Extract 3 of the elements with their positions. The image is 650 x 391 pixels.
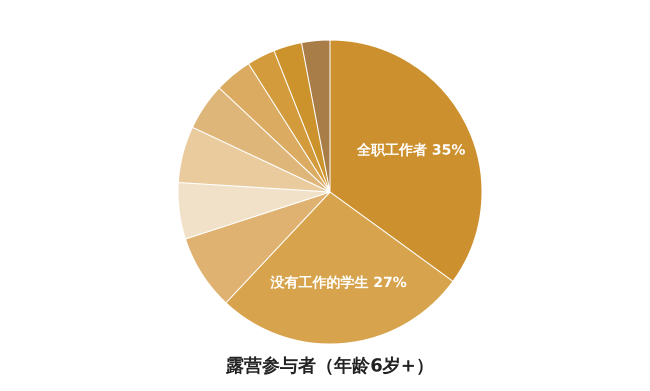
slice-label: 全职工作者 35% bbox=[356, 142, 466, 159]
slice-label: 没有工作的学生 27% bbox=[269, 274, 407, 291]
text: 露营参与者（年龄6岁+） bbox=[225, 356, 434, 376]
